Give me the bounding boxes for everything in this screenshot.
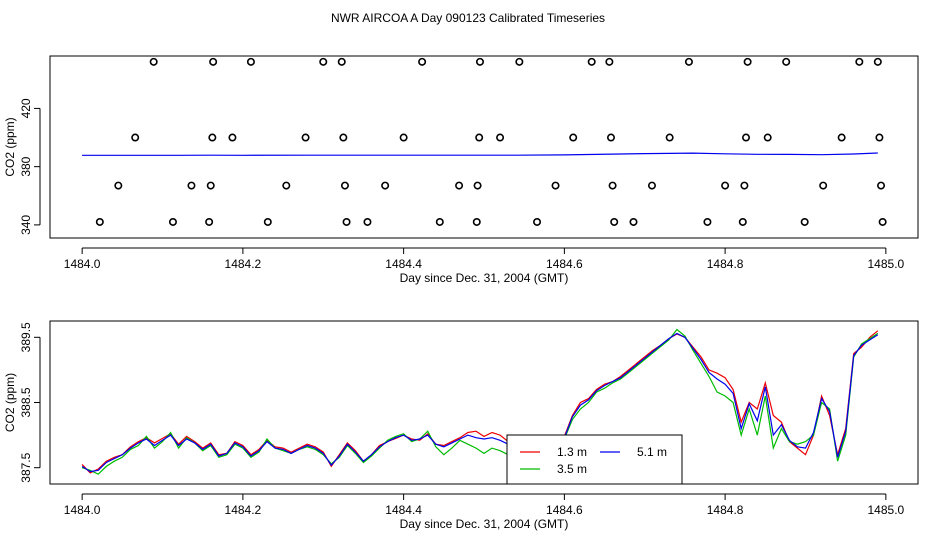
- data-point: [608, 181, 617, 190]
- data-point: [168, 217, 177, 226]
- data-point: [703, 217, 712, 226]
- series-line-3-5-m: [81, 328, 879, 475]
- plot-frame: [49, 55, 919, 239]
- data-point: [246, 57, 255, 66]
- data-point: [363, 217, 372, 226]
- upper-panel: 1484.0 1484.2 1484.4 1484.6 1484.8 1485.0 Day …: [3, 55, 919, 285]
- data-point: [149, 57, 158, 66]
- y-tick-label: 420: [19, 98, 33, 118]
- data-point: [551, 181, 560, 190]
- x-tick-label: 1484.0: [64, 257, 101, 271]
- legend-label: 5.1 m: [637, 445, 667, 459]
- legend-label: 3.5 m: [557, 462, 587, 476]
- data-point: [399, 133, 408, 142]
- data-point: [228, 133, 237, 142]
- y-tick-label: 389.5: [19, 322, 33, 352]
- y-axis-label: CO2 (ppm): [3, 117, 17, 176]
- data-point: [605, 57, 614, 66]
- data-point: [763, 133, 772, 142]
- x-tick-label: 1484.2: [225, 503, 262, 517]
- plot-frame: [49, 320, 919, 485]
- data-point: [337, 57, 346, 66]
- data-point: [740, 181, 749, 190]
- figure-title: NWR AIRCOA A Day 090123 Calibrated Times…: [331, 11, 605, 25]
- series-line-1-3-m: [81, 330, 879, 474]
- data-point: [301, 133, 310, 142]
- data-point: [738, 217, 747, 226]
- data-point: [263, 217, 272, 226]
- data-point: [819, 181, 828, 190]
- data-point: [209, 57, 218, 66]
- y-tick-label: 388.5: [19, 387, 33, 417]
- x-tick-label: 1484.6: [546, 503, 583, 517]
- data-point: [208, 133, 217, 142]
- x-tick-label: 1484.8: [707, 257, 744, 271]
- data-point: [205, 217, 214, 226]
- x-tick-label: 1484.0: [64, 503, 101, 517]
- y-tick-label: 340: [19, 215, 33, 235]
- data-point: [647, 181, 656, 190]
- x-tick-label: 1484.4: [385, 503, 422, 517]
- x-tick-label: 1484.8: [707, 503, 744, 517]
- data-point: [610, 217, 619, 226]
- data-point: [743, 57, 752, 66]
- data-point: [435, 217, 444, 226]
- data-point: [684, 57, 693, 66]
- data-point: [837, 133, 846, 142]
- data-point: [473, 181, 482, 190]
- data-point: [319, 57, 328, 66]
- series-line: [82, 152, 878, 156]
- data-point: [742, 133, 751, 142]
- y-tick-label: 387.5: [19, 452, 33, 482]
- data-point: [131, 133, 140, 142]
- x-axis-label: Day since Dec. 31, 2004 (GMT): [400, 271, 569, 285]
- data-point: [855, 57, 864, 66]
- data-point: [95, 217, 104, 226]
- x-tick-label: 1484.4: [385, 257, 422, 271]
- data-point: [533, 217, 542, 226]
- data-point: [569, 133, 578, 142]
- x-tick-label: 1484.6: [546, 257, 583, 271]
- data-point: [629, 217, 638, 226]
- data-point: [339, 133, 348, 142]
- x-tick-label: 1484.2: [225, 257, 262, 271]
- data-point: [340, 181, 349, 190]
- data-point: [800, 217, 809, 226]
- data-point: [877, 181, 886, 190]
- data-point: [455, 181, 464, 190]
- data-point: [873, 57, 882, 66]
- data-point: [475, 57, 484, 66]
- data-point: [665, 133, 674, 142]
- data-point: [418, 57, 427, 66]
- data-point: [515, 57, 524, 66]
- legend-box: [506, 434, 683, 485]
- x-tick-label: 1485.0: [868, 503, 905, 517]
- data-point: [606, 133, 615, 142]
- data-point: [282, 181, 291, 190]
- lower-panel: 1484.0 1484.2 1484.4 1484.6 1484.8 1485.0 Day …: [3, 320, 919, 531]
- data-point: [472, 217, 481, 226]
- series-line-5-1-m: [81, 332, 879, 473]
- legend-label: 1.3 m: [557, 445, 587, 459]
- y-axis-label: CO2 (ppm): [3, 373, 17, 432]
- x-tick-label: 1485.0: [868, 257, 905, 271]
- data-point: [187, 181, 196, 190]
- data-point: [114, 181, 123, 190]
- data-point: [475, 133, 484, 142]
- data-point: [782, 57, 791, 66]
- data-point: [206, 181, 215, 190]
- y-tick-label: 380: [19, 156, 33, 176]
- data-point: [342, 217, 351, 226]
- data-point: [587, 57, 596, 66]
- data-point: [381, 181, 390, 190]
- data-point: [878, 217, 887, 226]
- data-point: [875, 133, 884, 142]
- data-point: [721, 181, 730, 190]
- x-axis-label: Day since Dec. 31, 2004 (GMT): [400, 517, 569, 531]
- data-point: [496, 133, 505, 142]
